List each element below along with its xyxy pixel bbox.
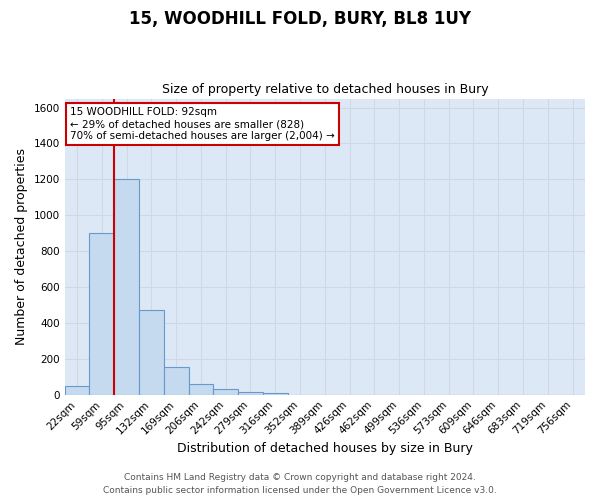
Bar xyxy=(139,310,164,394)
Bar xyxy=(65,386,89,394)
Bar xyxy=(89,233,114,394)
X-axis label: Distribution of detached houses by size in Bury: Distribution of detached houses by size … xyxy=(177,442,473,455)
Title: Size of property relative to detached houses in Bury: Size of property relative to detached ho… xyxy=(161,83,488,96)
Bar xyxy=(188,384,214,394)
Text: Contains HM Land Registry data © Crown copyright and database right 2024.
Contai: Contains HM Land Registry data © Crown c… xyxy=(103,474,497,495)
Bar xyxy=(214,389,238,394)
Text: 15 WOODHILL FOLD: 92sqm
← 29% of detached houses are smaller (828)
70% of semi-d: 15 WOODHILL FOLD: 92sqm ← 29% of detache… xyxy=(70,108,335,140)
Bar xyxy=(238,392,263,394)
Bar xyxy=(164,367,188,394)
Y-axis label: Number of detached properties: Number of detached properties xyxy=(15,148,28,345)
Bar xyxy=(114,180,139,394)
Text: 15, WOODHILL FOLD, BURY, BL8 1UY: 15, WOODHILL FOLD, BURY, BL8 1UY xyxy=(129,10,471,28)
